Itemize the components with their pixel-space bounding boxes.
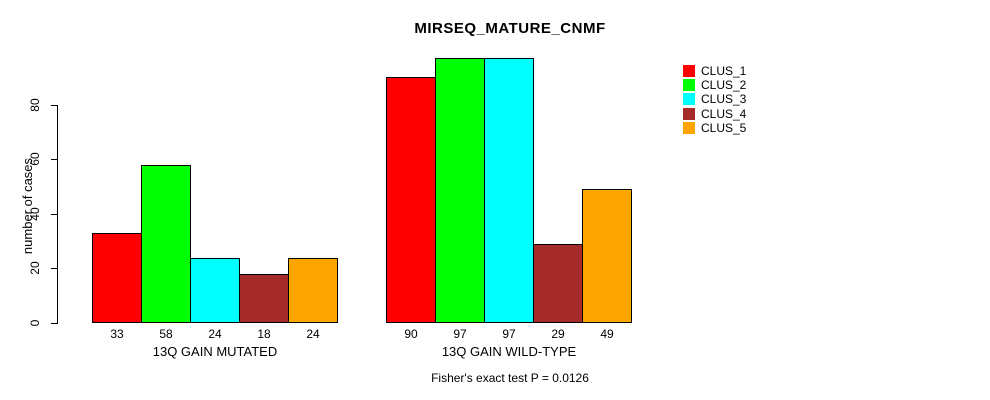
bar-clus_1-group1 <box>92 233 142 323</box>
y-axis-tick <box>51 159 57 160</box>
chart-title: MIRSEQ_MATURE_CNMF <box>414 20 606 37</box>
bar-value-clus_5-group1: 24 <box>306 327 320 341</box>
bar-value-clus_2-group2: 97 <box>453 327 467 341</box>
bar-value-clus_4-group2: 29 <box>551 327 565 341</box>
y-axis-tick-label: 40 <box>28 207 42 221</box>
legend-label-clus_3: CLUS_3 <box>701 92 747 106</box>
bar-clus_2-group2 <box>435 58 485 323</box>
y-axis-tick <box>51 105 57 106</box>
y-axis-tick <box>51 323 57 324</box>
bar-clus_3-group2 <box>484 58 534 323</box>
category-label-wildtype: 13Q GAIN WILD-TYPE <box>441 344 577 359</box>
fisher-test-annotation: Fisher's exact test P = 0.0126 <box>431 371 589 385</box>
bar-clus_5-group1 <box>288 258 338 323</box>
bar-clus_4-group2 <box>533 244 583 323</box>
bar-value-clus_2-group1: 58 <box>159 327 173 341</box>
legend-swatch-clus_5 <box>683 122 695 134</box>
y-axis-line <box>57 105 58 324</box>
y-axis-tick-label: 20 <box>28 261 42 275</box>
legend-swatch-clus_1 <box>683 65 695 77</box>
bar-value-clus_5-group2: 49 <box>600 327 614 341</box>
bar-value-clus_1-group2: 90 <box>404 327 418 341</box>
bar-clus_4-group1 <box>239 274 289 323</box>
legend-label-clus_4: CLUS_4 <box>701 107 747 121</box>
category-label-mutated: 13Q GAIN MUTATED <box>152 344 278 359</box>
legend-swatch-clus_4 <box>683 108 695 120</box>
bar-value-clus_3-group2: 97 <box>502 327 516 341</box>
bar-value-clus_1-group1: 33 <box>110 327 124 341</box>
legend-label-clus_1: CLUS_1 <box>701 64 747 78</box>
bar-clus_1-group2 <box>386 77 436 323</box>
y-axis-tick-label: 0 <box>28 319 42 327</box>
y-axis-tick <box>51 268 57 269</box>
y-axis-tick-label: 80 <box>28 98 42 112</box>
bar-clus_3-group1 <box>190 258 240 323</box>
y-axis-tick-label: 60 <box>28 152 42 166</box>
legend-label-clus_2: CLUS_2 <box>701 78 747 92</box>
bar-value-clus_4-group1: 18 <box>257 327 271 341</box>
legend-label-clus_5: CLUS_5 <box>701 121 747 135</box>
legend-swatch-clus_3 <box>683 93 695 105</box>
legend-swatch-clus_2 <box>683 79 695 91</box>
bar-value-clus_3-group1: 24 <box>208 327 222 341</box>
bar-clus_2-group1 <box>141 165 191 323</box>
bar-clus_5-group2 <box>582 189 632 323</box>
y-axis-tick <box>51 214 57 215</box>
